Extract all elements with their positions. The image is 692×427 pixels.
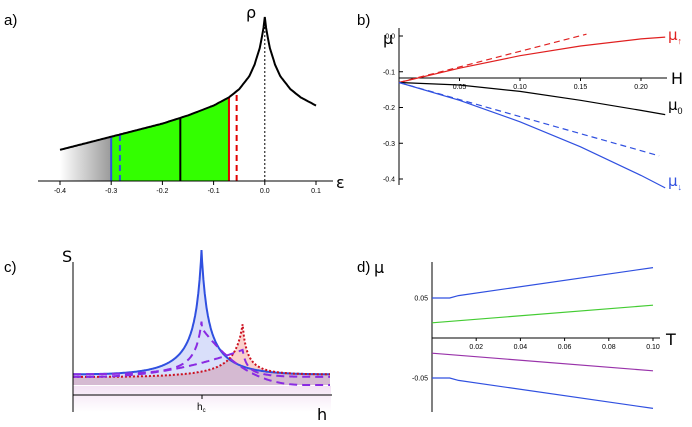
panel-a-tick-label: -0.4 — [54, 188, 66, 195]
panel-b-x-tick-label: 0.15 — [574, 84, 588, 91]
panel-d-y-tick-label: 0.05 — [414, 296, 428, 303]
panel-b-y-tick-label: -0.2 — [383, 105, 395, 112]
panel-c: c) S h hc — [4, 247, 332, 424]
panel-b-series-1 — [398, 33, 587, 84]
curve-label-main: μ — [668, 96, 678, 114]
panel-c-line-purple-right — [73, 348, 330, 378]
panel-d-x-tick-label: 0.10 — [646, 344, 660, 351]
panel-d-series-3 — [432, 377, 654, 409]
panel-a-xlabel: ε — [336, 173, 345, 192]
panel-a-tick-label: 0.1 — [311, 188, 321, 195]
curve-label-main: μ — [668, 172, 678, 190]
panel-b-x-tick-label: 0.10 — [513, 84, 527, 91]
panel-d: d) 0.02 0.04 0.06 0.08 0.10 0.05 -0.05 μ T — [357, 258, 676, 412]
panel-b-xlabel: H — [671, 69, 683, 88]
panel-b-y-tick-label: 0.0 — [385, 34, 395, 41]
panel-c-xlabel: h — [317, 405, 327, 424]
panel-c-line-red — [73, 324, 330, 378]
panel-a-fill-green — [111, 97, 229, 181]
panel-d-x-tick-label: 0.08 — [602, 344, 616, 351]
curve-label-sub: ↓ — [678, 182, 683, 192]
panel-a-tick-label: -0.1 — [208, 188, 220, 195]
panel-a-vertical-lines — [110, 17, 266, 181]
panel-d-series-2 — [431, 352, 654, 372]
panel-b-series-2 — [398, 81, 666, 116]
panel-d-series — [431, 267, 654, 409]
panel-c-ylabel: S — [62, 247, 72, 266]
panel-b-curve-labels: μ↑μ0μ↓ — [668, 26, 683, 192]
panel-b: b) 0.05 0.10 0.15 0.20 0.0 -0.1 -0.2 -0.3 -0.4 μ… — [357, 12, 683, 192]
panel-b-ylabel: μ — [383, 29, 393, 48]
panel-b-series-4 — [398, 81, 660, 157]
panel-c-hc-sub: c — [203, 408, 206, 414]
panel-a-tick-label: -0.2 — [156, 188, 168, 195]
panel-c-hc-main: h — [197, 402, 203, 413]
panel-d-x-tick-label: 0.04 — [514, 344, 528, 351]
panel-b-y-tick-label: -0.1 — [383, 69, 395, 76]
panel-b-curve-label: μ0 — [668, 96, 683, 116]
curve-label-sub: ↑ — [678, 36, 683, 46]
panel-a-ylabel: ρ — [246, 3, 256, 22]
panel-b-series — [398, 33, 666, 189]
panel-b-y-tick-label: -0.3 — [383, 141, 395, 148]
panel-a-x-ticks: -0.4 -0.3 -0.2 -0.1 0.0 0.1 — [54, 181, 321, 195]
panel-a-label: a) — [4, 12, 17, 29]
curve-label-sub: 0 — [678, 106, 683, 116]
panel-c-label: c) — [4, 259, 17, 276]
panel-c-lines — [73, 249, 330, 386]
panel-c-areas — [73, 250, 330, 385]
panel-b-y-tick-label: -0.4 — [383, 177, 395, 184]
panel-d-xlabel: T — [665, 330, 676, 349]
panel-a-fill-gray — [60, 136, 112, 181]
panel-d-ticks: 0.02 0.04 0.06 0.08 0.10 0.05 -0.05 — [412, 296, 660, 383]
panel-b-curve-label: μ↑ — [668, 26, 682, 46]
panel-c-area-blue — [73, 250, 330, 385]
panel-d-series-1 — [431, 304, 654, 324]
panel-d-x-tick-label: 0.06 — [558, 344, 572, 351]
panel-b-x-tick-label: 0.20 — [634, 84, 648, 91]
panel-d-y-tick-label: -0.05 — [412, 376, 428, 383]
panel-a-tick-label: 0.0 — [260, 188, 270, 195]
panel-a-dos-curve — [59, 16, 317, 151]
panel-d-series-0 — [432, 267, 654, 299]
panel-b-series-3 — [398, 81, 666, 189]
panel-b-curve-label: μ↓ — [668, 172, 682, 192]
panel-a: a) -0.4 -0.3 -0.2 -0.1 0.0 0.1 ρ ε — [4, 3, 345, 195]
panel-b-label: b) — [357, 12, 370, 29]
panel-a-fills — [60, 97, 229, 181]
panel-c-line-purple-left — [73, 321, 330, 386]
panel-b-x-tick-label: 0.05 — [453, 84, 467, 91]
panel-b-ticks: 0.05 0.10 0.15 0.20 0.0 -0.1 -0.2 -0.3 -0.4 — [383, 34, 648, 184]
panel-c-hc-label: hc — [197, 402, 206, 414]
panel-b-series-0 — [398, 36, 666, 84]
panel-d-label: d) — [357, 259, 370, 276]
curve-label-main: μ — [668, 26, 678, 44]
panel-d-ylabel: μ — [374, 258, 384, 277]
panel-d-x-tick-label: 0.02 — [469, 344, 483, 351]
panel-a-tick-label: -0.3 — [105, 188, 117, 195]
